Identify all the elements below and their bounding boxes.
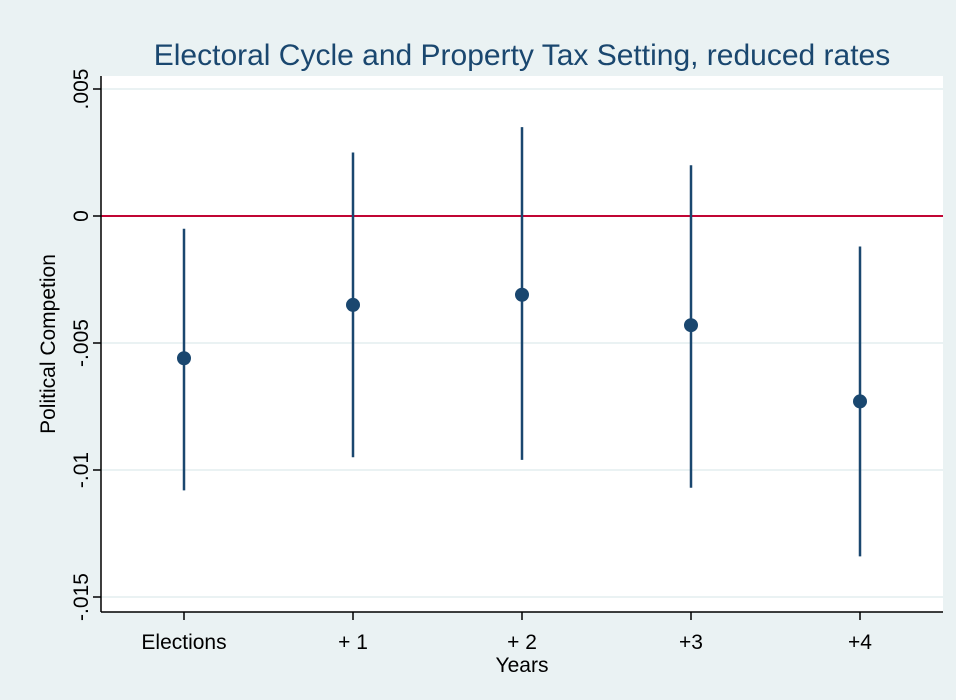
y-axis-ticks: .005 0 -.005 -.01 -.015 bbox=[70, 69, 101, 621]
y-tick-label: -.015 bbox=[70, 573, 93, 621]
point-estimate-1 bbox=[177, 351, 191, 366]
x-tick-label: +4 bbox=[848, 631, 872, 654]
chart-title: Electoral Cycle and Property Tax Setting… bbox=[154, 39, 891, 72]
y-tick-label: .005 bbox=[70, 69, 93, 110]
point-estimates bbox=[177, 287, 867, 409]
point-estimate-3 bbox=[515, 287, 529, 302]
y-tick-label: -.01 bbox=[70, 452, 93, 488]
point-estimate-2 bbox=[346, 297, 360, 312]
x-tick-label: +3 bbox=[679, 631, 703, 654]
point-estimate-5 bbox=[853, 394, 867, 409]
y-tick-label: -.005 bbox=[70, 319, 93, 367]
y-axis-label: Political Competion bbox=[37, 254, 60, 434]
x-tick-label: + 2 bbox=[507, 631, 537, 654]
x-axis-label: Years bbox=[496, 654, 549, 677]
x-tick-label: + 1 bbox=[338, 631, 368, 654]
y-tick-label: 0 bbox=[70, 210, 93, 222]
point-estimate-4 bbox=[684, 318, 698, 333]
x-tick-label: Elections bbox=[141, 631, 226, 654]
x-axis-ticks: Elections + 1 + 2 +3 +4 bbox=[141, 612, 872, 654]
